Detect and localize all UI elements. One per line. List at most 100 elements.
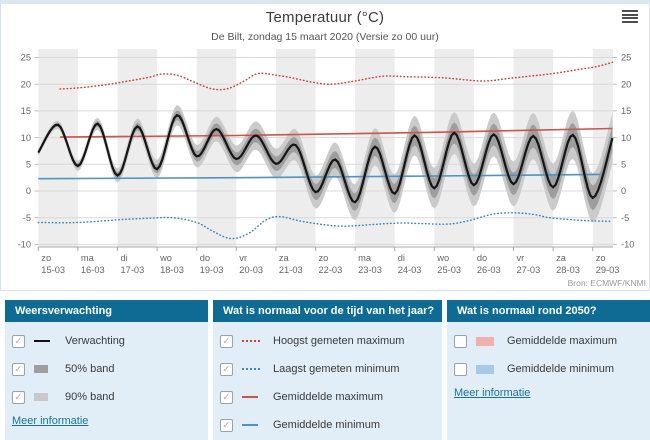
legend-item: Gemiddelde minimum xyxy=(447,355,650,383)
x-tick-dow: do xyxy=(477,253,487,263)
swatch-band-pink xyxy=(476,336,494,346)
x-tick-dow: wo xyxy=(436,253,449,263)
swatch-band-blue xyxy=(476,364,494,374)
legend-item: ✓ Verwachting xyxy=(5,327,208,355)
legend-label: Gemiddelde maximum xyxy=(507,335,618,347)
panel-body: Gemiddelde maximum Gemiddelde minimum Meer… xyxy=(447,322,650,440)
x-tick-date: 18-03 xyxy=(160,265,184,275)
y-tick-label: 20 xyxy=(621,79,631,89)
chart-subtitle: De Bilt, zondag 15 maart 2020 (Versie zo… xyxy=(211,31,439,43)
legend-label: Verwachting xyxy=(65,335,125,347)
panel-normaal-tijd-van-jaar: Wat is normaal voor de tijd van het jaar… xyxy=(213,300,442,440)
chart-title: Temperatuur (°C) xyxy=(265,9,385,26)
band-50 xyxy=(38,110,613,211)
panel-normaal-rond-2050: Wat is normaal rond 2050? Gemiddelde max… xyxy=(447,300,650,440)
checkbox-checked[interactable]: ✓ xyxy=(220,418,233,432)
chart-card: Temperatuur (°C) De Bilt, zondag 15 maar… xyxy=(0,0,650,291)
panel-weersverwachting: Weersverwachting ✓ Verwachting ✓ 50% band ✓ 9… xyxy=(5,300,208,440)
gridlines xyxy=(38,57,613,245)
legend-label: Laagst gemeten minimum xyxy=(273,363,400,375)
panel-title: Weersverwachting xyxy=(5,300,208,322)
band-90 xyxy=(38,105,613,223)
x-tick-date: 25-03 xyxy=(437,265,461,275)
legend-label: 50% band xyxy=(65,363,115,375)
x-tick-dow: za xyxy=(556,253,567,263)
x-tick-date: 28-03 xyxy=(556,265,580,275)
mean-min-line xyxy=(38,173,601,180)
swatch-band-darkgray xyxy=(34,365,48,373)
legend-item: ✓ 50% band xyxy=(5,355,208,383)
checkbox-unchecked[interactable] xyxy=(454,362,467,376)
x-tick-date: 19-03 xyxy=(200,265,224,275)
swatch-wrap xyxy=(34,365,58,373)
x-tick-dow: wo xyxy=(159,253,172,263)
swatch-wrap xyxy=(34,340,58,342)
legend-label: Gemiddelde minimum xyxy=(507,363,614,375)
swatch-wrap xyxy=(242,396,266,398)
x-tick-dow: do xyxy=(200,253,210,263)
y-tick-label: 0 xyxy=(26,186,31,196)
x-tick-dow: vr xyxy=(239,253,247,263)
x-tick-date: 17-03 xyxy=(121,265,145,275)
swatch-wrap xyxy=(242,340,266,342)
x-tick-date: 22-03 xyxy=(319,265,343,275)
x-tick-date: 21-03 xyxy=(279,265,303,275)
legend-item: ✓ Gemiddelde minimum xyxy=(213,411,442,439)
record-max-line xyxy=(59,61,614,91)
y-tick-label: 15 xyxy=(621,106,631,116)
y-tick-label: 5 xyxy=(26,160,31,170)
x-tick-dow: za xyxy=(279,253,290,263)
legend-label: Gemiddelde maximum xyxy=(273,391,384,403)
legend-item: ✓ Gemiddelde maximum xyxy=(213,383,442,411)
y-tick-label: 0 xyxy=(621,186,626,196)
y-tick-label: 5 xyxy=(621,160,626,170)
y-tick-label: 15 xyxy=(21,106,31,116)
y-tick-label: 20 xyxy=(21,79,31,89)
x-tick-date: 26-03 xyxy=(477,265,501,275)
checkbox-checked[interactable]: ✓ xyxy=(220,334,233,348)
x-tick-date: 15-03 xyxy=(41,265,65,275)
x-tick-dow: zo xyxy=(41,253,51,263)
y-axis-left: 25 20 15 10 5 0 -5 -10 xyxy=(18,53,39,250)
x-tick-date: 29-03 xyxy=(596,265,620,275)
day-band xyxy=(38,49,78,247)
legend-item: ✓ 90% band xyxy=(5,383,208,411)
y-axis-right: 25 20 15 10 5 0 -5 -10 xyxy=(613,53,634,250)
y-tick-label: 25 xyxy=(21,53,31,63)
swatch-line-black xyxy=(34,340,50,342)
swatch-line-red xyxy=(242,396,258,398)
y-tick-label: 10 xyxy=(621,133,631,143)
swatch-wrap xyxy=(242,424,266,426)
checkbox-unchecked[interactable] xyxy=(454,334,467,348)
x-tick-date: 24-03 xyxy=(398,265,422,275)
top-strip xyxy=(0,0,650,4)
meer-informatie-link[interactable]: Meer informatie xyxy=(454,387,531,399)
x-tick-dow: di xyxy=(121,253,128,263)
checkbox-checked[interactable]: ✓ xyxy=(220,390,233,404)
legend-label: 90% band xyxy=(65,391,115,403)
legend-label: Hoogst gemeten maximum xyxy=(273,335,405,347)
checkbox-checked[interactable]: ✓ xyxy=(12,334,25,348)
panel-title: Wat is normaal rond 2050? xyxy=(447,300,650,322)
y-tick-label: -10 xyxy=(18,240,31,250)
checkbox-checked[interactable]: ✓ xyxy=(12,362,25,376)
y-tick-label: -5 xyxy=(23,213,31,223)
x-tick-date: 16-03 xyxy=(81,265,105,275)
meer-informatie-link[interactable]: Meer informatie xyxy=(12,415,89,427)
hamburger-menu-icon[interactable] xyxy=(622,10,638,23)
x-tick-dow: vr xyxy=(517,253,525,263)
legend-label: Gemiddelde minimum xyxy=(273,419,380,431)
mean-max-line xyxy=(60,127,613,138)
checkbox-checked[interactable]: ✓ xyxy=(220,362,233,376)
checkbox-checked[interactable]: ✓ xyxy=(12,390,25,404)
x-axis: zo 15-03 ma 16-03 di 17-03 wo 18-03 do 19-03 vr 20-… xyxy=(37,246,620,275)
swatch-wrap xyxy=(476,364,500,374)
x-tick-dow: zo xyxy=(319,253,329,263)
swatch-line-blue xyxy=(242,424,258,426)
swatch-band-lightgray xyxy=(34,393,48,401)
x-tick-dow: zo xyxy=(596,253,606,263)
x-tick-dow: ma xyxy=(358,253,372,263)
x-tick-dow: di xyxy=(398,253,405,263)
y-tick-label: -5 xyxy=(621,213,629,223)
record-min-line xyxy=(37,212,614,240)
